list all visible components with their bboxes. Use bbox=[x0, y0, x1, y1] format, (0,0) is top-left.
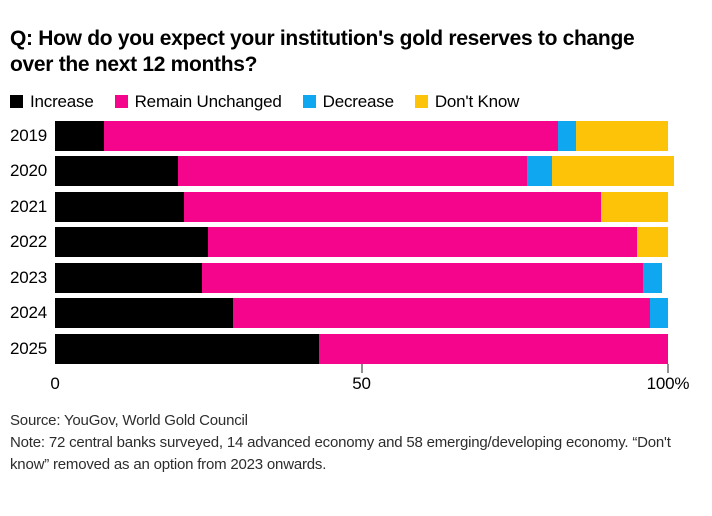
year-label: 2021 bbox=[9, 196, 47, 216]
bar-segment bbox=[318, 333, 668, 364]
bar-segment bbox=[551, 156, 675, 186]
bar-segment bbox=[183, 191, 601, 222]
legend-swatch bbox=[10, 95, 23, 108]
bar-track bbox=[55, 156, 675, 186]
bar-segment bbox=[55, 262, 203, 293]
chart-row: 2021 bbox=[0, 191, 712, 222]
legend: Increase Remain Unchanged Decrease Don't Kn… bbox=[10, 91, 702, 112]
bar-segment bbox=[208, 227, 638, 257]
chart-row: 2022 bbox=[0, 227, 712, 257]
bar-segment bbox=[557, 120, 577, 151]
year-label: 2022 bbox=[9, 232, 47, 251]
year-label: 2020 bbox=[9, 161, 47, 180]
legend-item: Remain Unchanged bbox=[114, 91, 282, 112]
bar-segment bbox=[55, 191, 184, 222]
page-title: Q: How do you expect your institution's … bbox=[10, 27, 635, 77]
chart-row: 2025 bbox=[0, 333, 712, 364]
bar-segment bbox=[177, 156, 527, 186]
axis-tick-labels: 0 50 100% bbox=[50, 373, 689, 395]
axis-tick-label: 50 bbox=[352, 373, 371, 393]
bar-segment bbox=[576, 120, 668, 151]
year-label: 2024 bbox=[9, 303, 47, 322]
bar-segment bbox=[637, 227, 668, 257]
legend-item-label: Decrease bbox=[322, 91, 394, 111]
bar-track bbox=[55, 333, 668, 364]
legend-item-label: Remain Unchanged bbox=[134, 91, 282, 111]
year-label: 2023 bbox=[9, 267, 47, 287]
axis-tick bbox=[667, 363, 669, 373]
legend-item: Decrease bbox=[302, 91, 394, 112]
bar-segment bbox=[232, 298, 650, 328]
axis-tick-strip bbox=[55, 363, 669, 373]
chart-row: 2023 bbox=[0, 262, 712, 293]
year-label: 2019 bbox=[9, 125, 47, 145]
footer-source: Source: YouGov, World Gold Council bbox=[10, 411, 248, 429]
x-axis: 0 50 100% bbox=[50, 363, 690, 395]
bar-segment bbox=[55, 156, 178, 186]
bar-segment bbox=[600, 191, 668, 222]
axis-tick bbox=[360, 363, 363, 373]
bar-track bbox=[55, 262, 668, 293]
year-label: 2025 bbox=[9, 338, 47, 358]
footer: Source: YouGov, World Gold Council Note:… bbox=[10, 410, 702, 476]
legend-item: Increase bbox=[10, 92, 94, 112]
bar-chart: 2019 2020 2021 2022 2023 2024 2025 bbox=[0, 120, 712, 364]
bar-segment bbox=[55, 227, 209, 257]
bar-segment bbox=[55, 298, 233, 328]
bar-segment bbox=[55, 333, 319, 364]
legend-item: Don't Know bbox=[414, 91, 520, 112]
legend-swatch bbox=[302, 95, 316, 108]
chart-row: 2019 bbox=[0, 120, 712, 151]
chart-row: 2024 bbox=[0, 298, 712, 328]
bar-segment bbox=[202, 262, 644, 293]
bar-segment bbox=[527, 156, 552, 186]
legend-swatch bbox=[114, 95, 128, 108]
footer-note: Note: 72 central banks surveyed, 14 adva… bbox=[10, 433, 671, 473]
bar-track bbox=[55, 298, 668, 328]
axis-tick-label: 0 bbox=[50, 373, 60, 393]
legend-item-label: Don't Know bbox=[434, 91, 520, 111]
bar-segment bbox=[104, 120, 558, 151]
bar-segment bbox=[649, 298, 668, 328]
bar-track bbox=[55, 120, 668, 151]
legend-swatch bbox=[414, 95, 428, 108]
bar-segment bbox=[643, 262, 662, 293]
axis-tick-label: 100% bbox=[646, 373, 690, 393]
bar-track bbox=[55, 191, 668, 222]
bar-track bbox=[55, 227, 668, 257]
legend-item-label: Increase bbox=[30, 91, 94, 111]
chart-row: 2020 bbox=[0, 156, 712, 186]
bar-segment bbox=[55, 120, 105, 151]
